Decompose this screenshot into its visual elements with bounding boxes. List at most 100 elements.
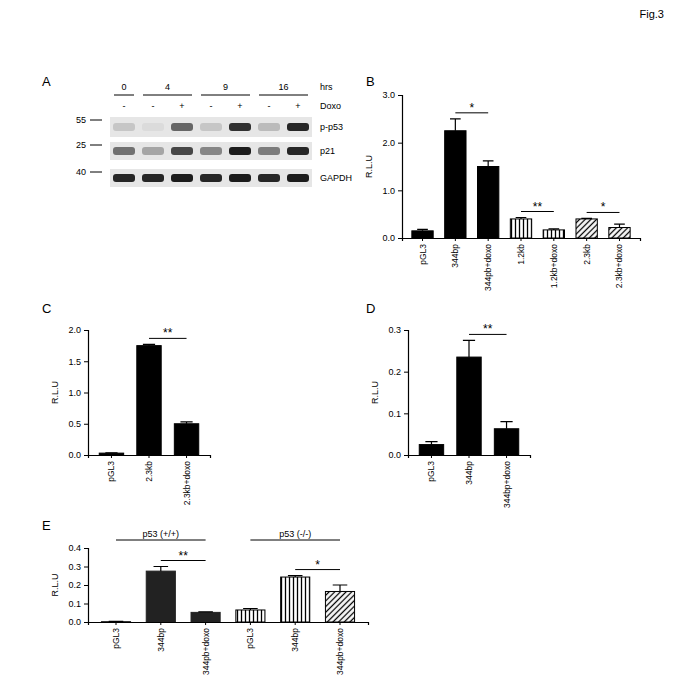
blot-band [113,147,135,155]
y-tick: 0.1 [388,409,408,419]
blot-band [171,123,193,131]
x-tick-label: 1.2kb [516,244,526,265]
error-bar [243,608,258,609]
y-tick: 0.1 [68,599,88,609]
error-bar [288,576,303,577]
y-tick: 0.5 [68,419,88,429]
y-tick: 0.3 [68,562,88,572]
group-label: p53 (-/-) [279,529,311,539]
y-tick: 2.0 [68,325,88,335]
x-tick-mark [469,455,470,458]
x-tick: 344pb+doxo [201,622,211,675]
x-tick: 344bp [290,622,300,652]
panel-title: B [366,74,375,89]
y-axis: 0.00.10.20.30.4 [68,543,88,627]
y-tick: 3.0 [382,90,402,100]
blot-band [229,123,251,131]
x-tick-mark [111,455,112,458]
x-axis: pGL3344bp344pb+doxo1.2kb1.2kb+doxo2.3kb2… [403,238,641,291]
bar [419,445,443,455]
y-tick-mark [84,604,88,605]
y-tick-mark [404,372,408,373]
x-tick: 344bp [156,622,166,652]
x-tick-mark [619,238,620,241]
marker-dash [90,145,102,146]
y-axis-line [398,96,403,239]
y-tick-label: 1.0 [68,388,81,398]
error-bar [143,344,155,345]
y-tick-mark [84,585,88,586]
significance-label: ** [483,322,493,336]
blot-strip [110,142,312,160]
significance-label: * [601,200,606,214]
x-tick-mark [422,238,423,241]
y-tick-mark [84,567,88,568]
error-bar [463,340,475,357]
group-label: p53 (+/+) [143,529,180,539]
blot-band [113,174,135,182]
y-tick-mark [84,455,88,456]
panel-title: C [42,301,51,316]
bar-panel: 0.00.51.01.52.0pGL32.3kb2.3kb+doxoR.L.U*… [50,325,211,505]
x-axis-line [409,456,531,459]
y-tick-mark [404,330,408,331]
x-tick: 1.2kb+doxo [549,238,559,288]
time-label: 4 [165,82,170,92]
bar [325,591,354,622]
significance-label: * [469,101,474,115]
x-tick-mark [205,622,206,625]
treatment-sign: - [268,101,271,111]
marker-dash [90,172,102,173]
bar [457,357,481,455]
bar-panel: 0.00.10.20.30.4pGL3344bp344pb+doxopGL334… [50,529,369,675]
bar [174,424,198,455]
y-tick: 1.0 [68,388,88,398]
y-tick-mark [84,548,88,549]
y-tick-label: 0.0 [388,450,401,460]
x-axis: pGL3344bp344pb+doxopGL3344bp344pb+doxo [89,622,369,675]
blot-band [229,147,251,155]
y-tick-label: 0.0 [68,617,81,627]
y-tick-mark [398,190,402,191]
blot-band [258,123,280,131]
bar [137,346,161,455]
y-tick-mark [398,143,402,144]
x-tick-mark [160,622,161,625]
bar-panel: 0.00.10.20.3pGL3344bp344bp+doxoR.L.U** [370,322,531,508]
bar-panel: 0.01.02.03.0pGL3344bp344pb+doxo1.2kb1.2k… [364,90,641,291]
x-tick-mark [521,238,522,241]
blot-band [142,123,164,131]
y-tick-mark [398,238,402,239]
blot-band [142,147,164,155]
bar [191,612,220,622]
x-tick-label: 344bp [450,244,460,268]
bar [609,228,630,238]
blot-strip [110,117,312,137]
y-axis: 0.01.02.03.0 [382,90,402,243]
x-tick: 1.2kb [516,238,526,265]
x-tick-mark [455,238,456,241]
figure-svg: Fig.3A0-4-+9-+16-+hrsDoxop-p5355p2125GAP… [0,0,683,681]
time-label: 9 [223,82,228,92]
error-bar [548,228,559,230]
blot-band [171,174,193,182]
bar [99,453,123,455]
x-tick-mark [250,622,251,625]
y-tick-label: 2.0 [68,325,81,335]
x-tick-mark [116,622,117,625]
y-tick: 0.0 [388,450,408,460]
time-group-line [259,95,308,96]
blot-band [200,174,222,182]
x-tick-label: 344bp+doxo [502,461,512,508]
error-bar [198,611,213,613]
y-tick: 1.5 [68,357,88,367]
x-tick-mark [506,455,507,458]
y-axis-line [404,331,409,456]
x-tick: pGL3 [417,238,427,265]
x-tick: 344bp [450,238,460,268]
y-tick-mark [404,455,408,456]
x-tick: 344bp+doxo [502,455,512,508]
bar [543,230,564,238]
time-group-line [114,95,134,96]
y-tick: 0.2 [68,580,88,590]
